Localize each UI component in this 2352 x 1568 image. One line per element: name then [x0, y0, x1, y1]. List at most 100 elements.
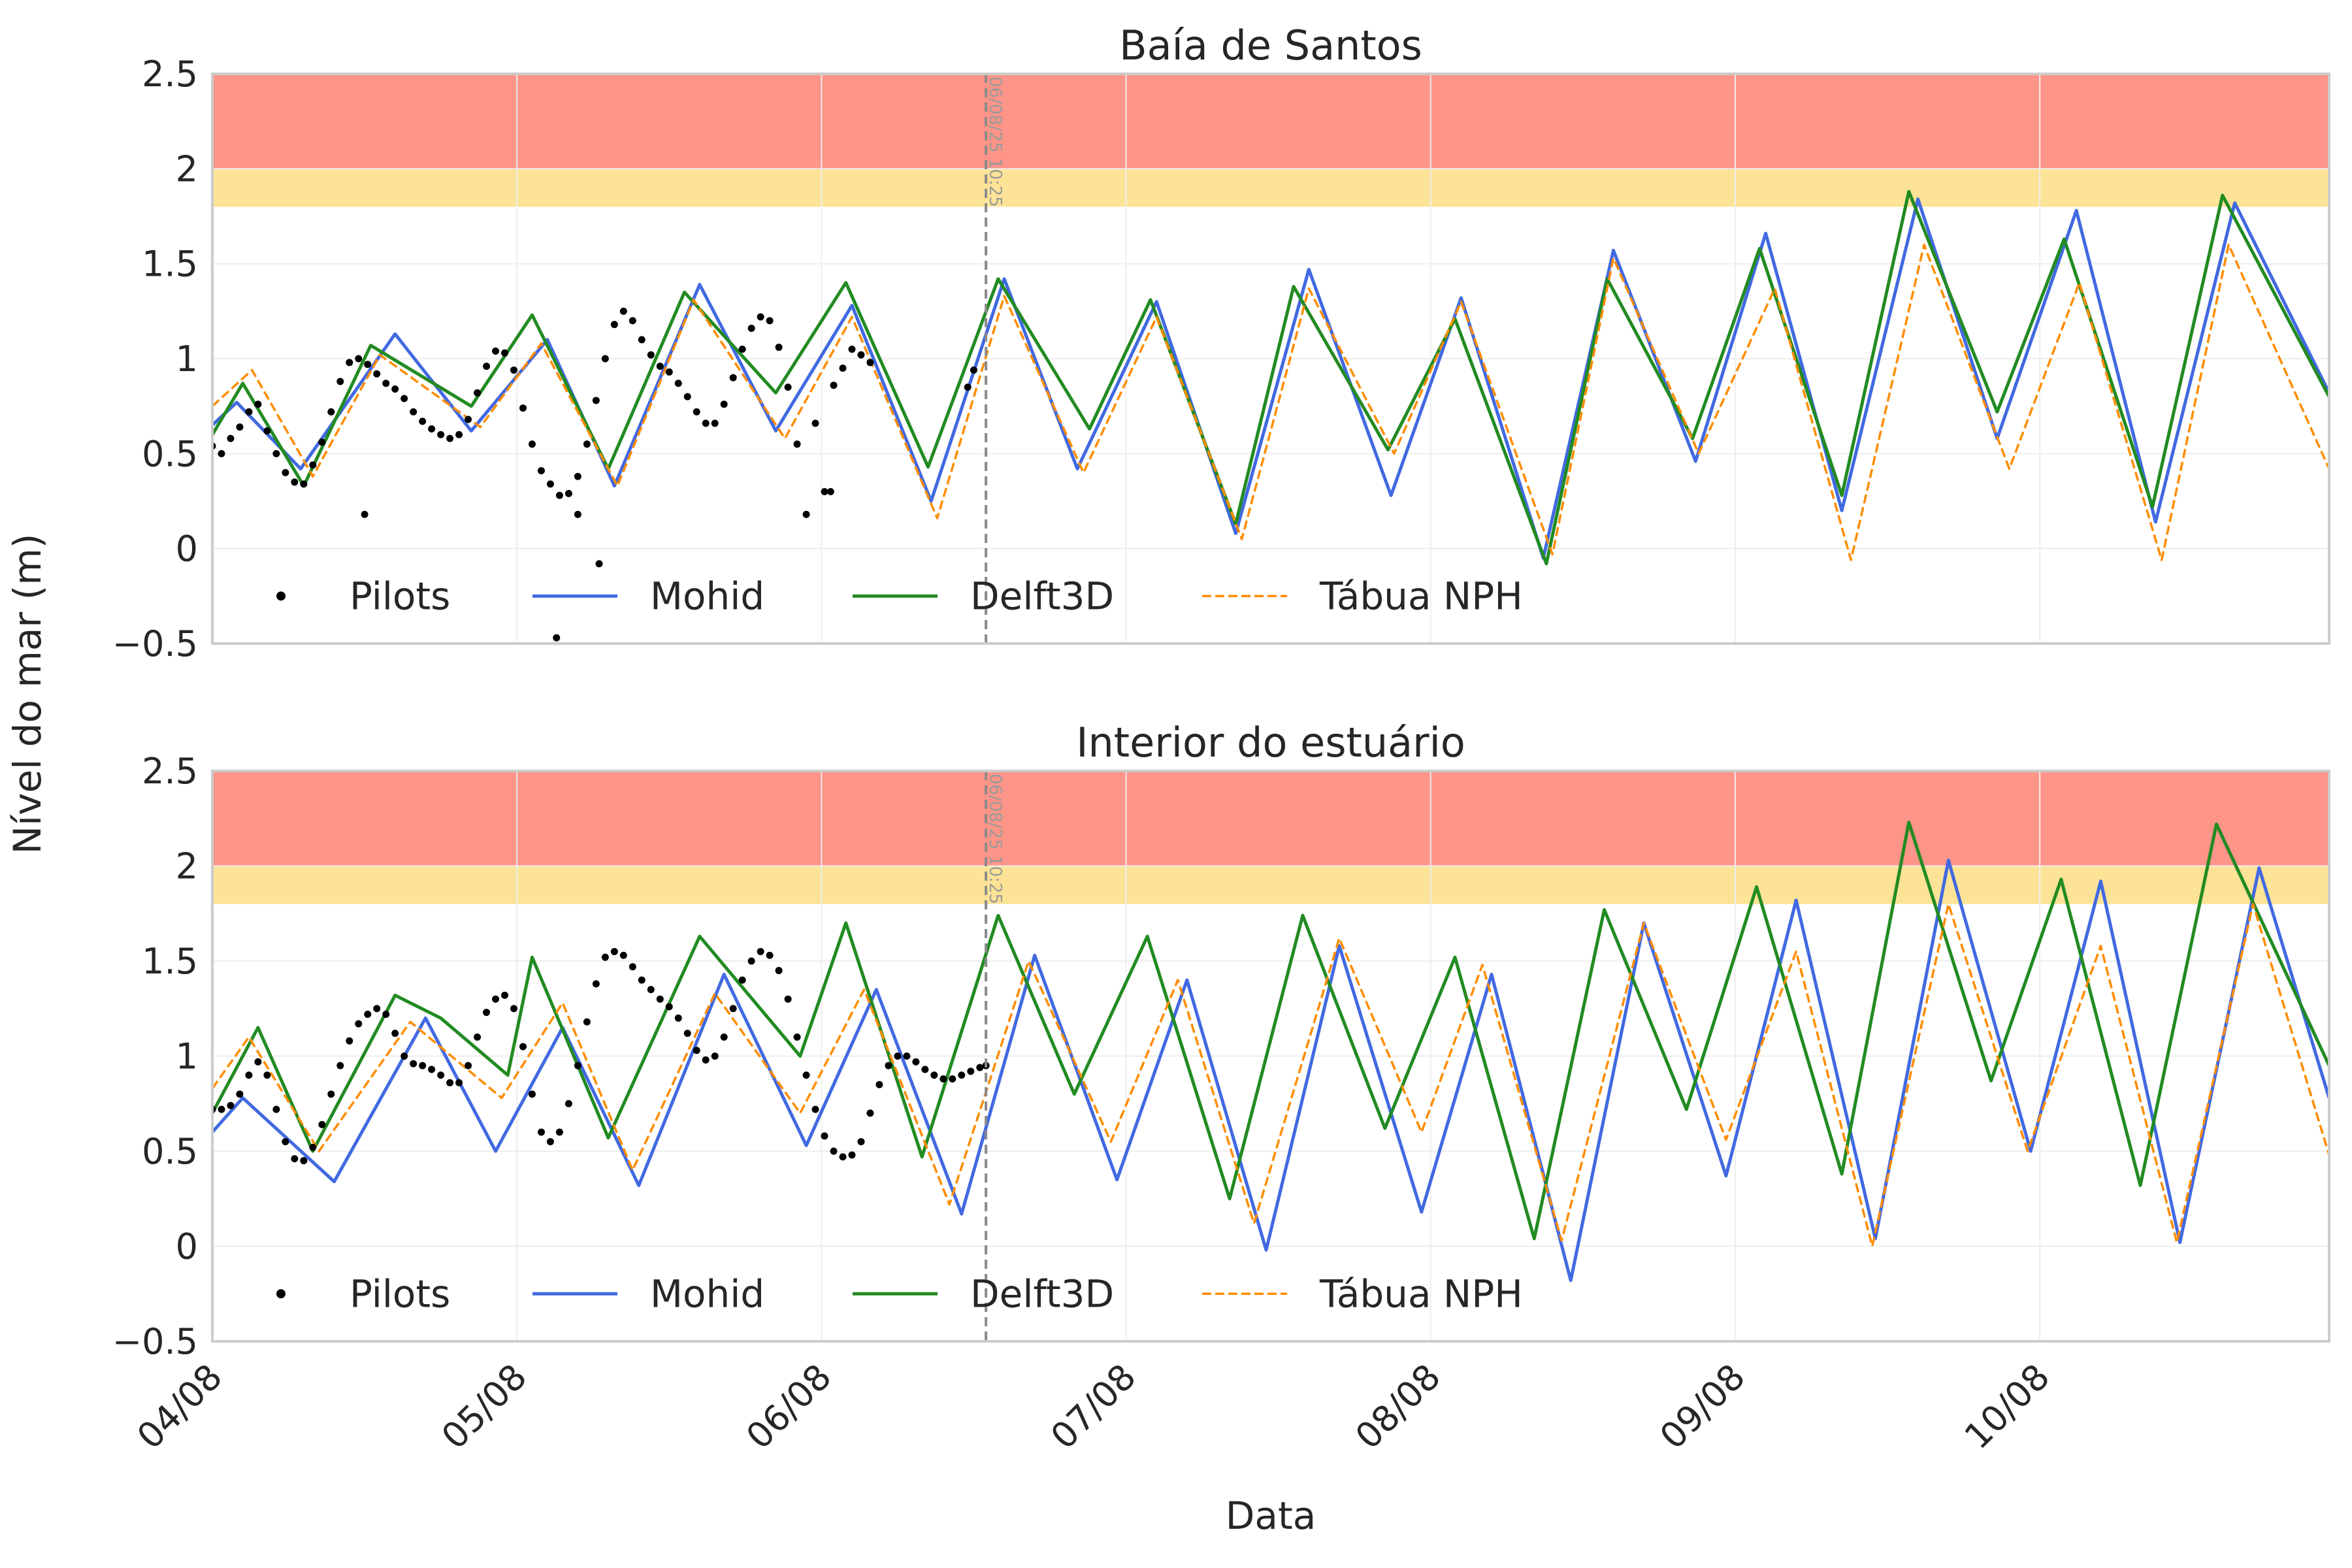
pilot-point: [729, 374, 737, 382]
x-tick-label: 09/08: [1652, 1356, 1754, 1458]
pilot-point: [483, 363, 491, 370]
pilot-point: [455, 431, 463, 438]
pilot-point: [218, 449, 225, 457]
pilot-point: [638, 336, 645, 344]
pilot-point: [553, 634, 561, 642]
pilot-point: [528, 1090, 536, 1098]
legend-label: Mohid: [650, 1271, 764, 1316]
pilot-point: [964, 384, 972, 391]
pilot-point: [263, 1071, 271, 1079]
series-line-tabua: [212, 243, 2329, 561]
pilot-point: [629, 317, 636, 325]
y-tick-label: 0: [176, 1226, 198, 1267]
pilot-point: [218, 1105, 225, 1113]
pilot-point: [784, 995, 792, 1003]
pilot-point: [583, 1018, 591, 1026]
pilot-point: [656, 363, 664, 370]
legend-entry-pilots: Pilots: [276, 574, 450, 618]
pilot-point: [282, 468, 289, 476]
series-line-tabua: [212, 902, 2329, 1248]
pilot-point: [474, 389, 482, 397]
pilot-point: [437, 1071, 445, 1079]
pilot-point: [336, 1062, 344, 1070]
pilot-point: [674, 1014, 682, 1022]
pilot-point: [738, 976, 746, 984]
pilot-point: [857, 351, 865, 359]
pilot-point: [647, 351, 655, 359]
pilot-point: [802, 510, 810, 518]
pilot-point: [674, 380, 682, 387]
pilot-point: [309, 1143, 317, 1151]
pilot-point: [465, 416, 472, 423]
y-tick-label: 0.5: [142, 1131, 198, 1172]
pilot-point: [555, 491, 563, 499]
x-tick-label: 05/08: [434, 1356, 535, 1458]
pilot-point: [510, 1005, 518, 1013]
pilot-point: [610, 947, 618, 955]
pilot-point: [857, 1137, 865, 1145]
pilot-point: [564, 1100, 572, 1107]
x-axis-label: Data: [1226, 1494, 1316, 1538]
pilot-point: [382, 1010, 390, 1018]
pilot-point: [629, 963, 636, 971]
plot-area: [212, 189, 2329, 642]
series-line-mohid: [212, 858, 2329, 1282]
y-tick-label: 0.5: [142, 433, 198, 474]
pilot-point: [537, 466, 545, 474]
pilot-point: [355, 1020, 363, 1028]
pilot-point: [848, 345, 856, 353]
pilot-point: [967, 1068, 975, 1075]
panels: 06/08/25 10:25 Baía de Santos −0.5 0 0.5 1 1.5…: [112, 22, 2330, 1458]
pilot-point: [492, 347, 500, 355]
pilot-point: [574, 510, 581, 518]
legend-label: Tábua NPH: [1319, 1271, 1523, 1316]
pilot-point: [327, 1090, 335, 1098]
pilot-point: [766, 951, 774, 959]
pilot-point: [245, 408, 253, 416]
pilot-point: [245, 1071, 253, 1079]
y-tick-label: −0.5: [112, 1321, 198, 1362]
pilot-point: [647, 986, 655, 994]
pilot-point: [318, 438, 326, 446]
x-tick-label: 06/08: [738, 1356, 840, 1458]
pilot-point: [665, 1003, 673, 1011]
x-tick-label: 04/08: [129, 1356, 231, 1458]
pilot-point: [254, 400, 262, 408]
legend-entry-pilots: Pilots: [276, 1271, 450, 1316]
pilot-point: [958, 1071, 966, 1079]
legend-entry-delft3d: Delft3D: [853, 1271, 1114, 1316]
legend-entry-tabua: Tábua NPH: [1202, 1271, 1523, 1316]
pilot-point: [254, 1058, 262, 1066]
pilot-point: [391, 385, 399, 393]
pilot-point: [555, 1128, 563, 1136]
pilot-point: [282, 1137, 289, 1145]
legend: Pilots Mohid Delft3D Tábua NPH: [276, 1271, 1523, 1316]
pilot-point: [811, 1105, 819, 1113]
pilot-point: [683, 393, 691, 400]
y-tick-label: 0: [176, 529, 198, 570]
pilot-point: [419, 1062, 427, 1070]
legend-marker: [276, 1289, 286, 1299]
legend-label: Mohid: [650, 574, 764, 618]
pilot-point: [546, 1137, 554, 1145]
pilot-point: [885, 1062, 892, 1070]
series-line-delft3d: [212, 821, 2329, 1241]
pilot-point: [912, 1058, 920, 1066]
pilot-point: [455, 1079, 463, 1086]
pilot-point: [811, 419, 819, 427]
pilot-point: [693, 408, 700, 416]
pilot-point: [272, 1105, 280, 1113]
pilot-point: [437, 431, 445, 438]
pilot-point: [574, 1062, 581, 1070]
pilot-point: [610, 321, 618, 329]
pilot-point: [355, 355, 363, 363]
pilot-point: [327, 408, 335, 416]
pilot-point: [720, 400, 728, 408]
pilot-point: [976, 1064, 984, 1071]
pilot-point: [601, 355, 609, 363]
legend-label: Tábua NPH: [1319, 574, 1523, 618]
pilot-point: [263, 427, 271, 434]
pilot-point: [949, 1075, 956, 1083]
pilot-point: [766, 317, 774, 325]
threshold-band-red: [212, 74, 2329, 169]
